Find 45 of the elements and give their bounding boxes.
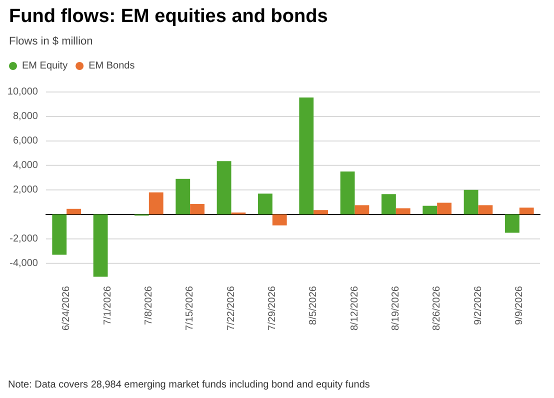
bar (314, 210, 328, 214)
x-tick-label: 8/19/2026 (390, 286, 402, 330)
x-tick-label: 8/26/2026 (432, 286, 443, 330)
bar (354, 205, 370, 214)
bar (176, 178, 190, 214)
legend-label: EM Equity (22, 60, 68, 72)
x-tick-label: 7/15/2026 (184, 286, 196, 330)
x-tick-label: 9/9/2026 (514, 286, 525, 325)
x-tick-label: 7/22/2026 (226, 286, 237, 330)
bar (52, 214, 67, 255)
x-tick-label: 9/2/2026 (472, 286, 484, 325)
bar (272, 214, 287, 226)
y-tick-label: 8,000 (12, 110, 38, 122)
bar (299, 98, 314, 214)
bar (93, 214, 108, 277)
bar (478, 205, 493, 214)
y-tick-label: -2,000 (10, 233, 38, 244)
y-tick-label: 4,000 (12, 160, 38, 171)
chart-title: Fund flows: EM equities and bonds (9, 6, 328, 27)
bar (148, 192, 164, 214)
x-tick-label: 7/29/2026 (266, 286, 278, 330)
x-tick-label: 8/5/2026 (308, 286, 320, 325)
bar (66, 208, 81, 214)
bar (519, 208, 534, 214)
chart-subtitle: Flows in $ million (9, 36, 93, 48)
bar (396, 208, 410, 214)
bar (464, 190, 478, 214)
bar (505, 214, 520, 233)
bar (382, 194, 396, 214)
y-tick-label: -4,000 (10, 258, 38, 269)
bar (258, 194, 272, 214)
bar (190, 204, 204, 214)
legend-label: EM Bonds (88, 60, 135, 72)
x-tick-label: 8/12/2026 (349, 286, 360, 330)
y-tick-label: 2,000 (12, 184, 38, 196)
y-tick-label: 6,000 (12, 135, 38, 146)
bar (422, 206, 438, 214)
bar (340, 172, 355, 214)
bar (437, 202, 452, 214)
bar (216, 161, 232, 214)
y-tick-label: 10,000 (7, 86, 38, 98)
x-tick-label: 6/24/2026 (61, 286, 72, 330)
text: Note: Data covers 28,984 emerging market funds including bond and equity funds (8, 380, 370, 390)
x-tick-label: 7/8/2026 (143, 286, 154, 325)
x-tick-label: 7/1/2026 (102, 286, 114, 325)
